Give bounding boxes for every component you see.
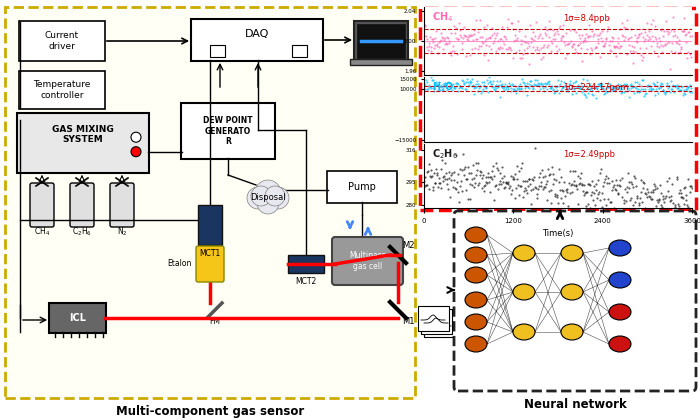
FancyBboxPatch shape <box>424 312 454 336</box>
Ellipse shape <box>609 304 631 320</box>
Text: Neural network: Neural network <box>524 399 626 412</box>
FancyBboxPatch shape <box>198 205 222 245</box>
Text: M1: M1 <box>402 318 414 326</box>
FancyBboxPatch shape <box>357 24 405 58</box>
Text: Disposal: Disposal <box>250 194 286 202</box>
FancyBboxPatch shape <box>288 255 324 273</box>
Text: C$_2$H$_6$: C$_2$H$_6$ <box>432 147 458 160</box>
Ellipse shape <box>609 272 631 288</box>
FancyBboxPatch shape <box>327 171 397 203</box>
Text: MCT2: MCT2 <box>295 276 316 286</box>
X-axis label: Time(s): Time(s) <box>542 229 574 238</box>
FancyBboxPatch shape <box>209 45 225 57</box>
FancyBboxPatch shape <box>454 211 696 391</box>
FancyBboxPatch shape <box>17 113 149 173</box>
Text: C$_2$H$_6$: C$_2$H$_6$ <box>72 226 92 238</box>
FancyBboxPatch shape <box>354 21 408 61</box>
Text: Temperature
controller: Temperature controller <box>34 80 91 100</box>
Ellipse shape <box>465 336 487 352</box>
FancyBboxPatch shape <box>332 237 403 285</box>
Text: GAS MIXING
SYSTEM: GAS MIXING SYSTEM <box>52 125 114 144</box>
FancyBboxPatch shape <box>181 103 275 159</box>
FancyBboxPatch shape <box>196 246 224 282</box>
Ellipse shape <box>561 284 583 300</box>
Text: CH$_4$: CH$_4$ <box>34 226 50 238</box>
Ellipse shape <box>465 227 487 243</box>
FancyBboxPatch shape <box>70 183 94 227</box>
Text: FM: FM <box>209 318 220 326</box>
FancyBboxPatch shape <box>421 309 452 333</box>
Ellipse shape <box>465 314 487 330</box>
Ellipse shape <box>465 292 487 308</box>
Circle shape <box>131 132 141 142</box>
Text: Multipass
gas cell: Multipass gas cell <box>349 251 386 271</box>
Ellipse shape <box>513 245 535 261</box>
Ellipse shape <box>513 284 535 300</box>
Text: DEW POINT
GENERATO
R: DEW POINT GENERATO R <box>203 116 253 146</box>
FancyBboxPatch shape <box>110 183 134 227</box>
Text: CH$_4$: CH$_4$ <box>432 10 454 24</box>
FancyBboxPatch shape <box>30 183 54 227</box>
Circle shape <box>251 186 271 206</box>
Text: DAQ: DAQ <box>245 29 270 39</box>
Circle shape <box>267 187 289 209</box>
Circle shape <box>257 192 279 214</box>
Circle shape <box>265 186 285 206</box>
Ellipse shape <box>561 324 583 340</box>
FancyBboxPatch shape <box>5 7 415 398</box>
Text: Multi-component gas sensor: Multi-component gas sensor <box>116 405 304 418</box>
Ellipse shape <box>465 247 487 263</box>
Text: 1σ=8.4ppb: 1σ=8.4ppb <box>564 13 610 23</box>
FancyBboxPatch shape <box>19 21 105 61</box>
Text: Pump: Pump <box>348 182 376 192</box>
Ellipse shape <box>561 245 583 261</box>
Ellipse shape <box>609 240 631 256</box>
Ellipse shape <box>513 324 535 340</box>
Text: 1σ=2.49ppb: 1σ=2.49ppb <box>564 150 615 159</box>
Text: Current
driver: Current driver <box>45 32 79 51</box>
Text: M2: M2 <box>402 241 414 249</box>
FancyBboxPatch shape <box>49 303 106 333</box>
FancyBboxPatch shape <box>291 45 307 57</box>
FancyBboxPatch shape <box>350 59 412 65</box>
Circle shape <box>131 147 141 157</box>
FancyBboxPatch shape <box>19 71 105 109</box>
Text: ICL: ICL <box>69 313 86 323</box>
Circle shape <box>255 180 281 206</box>
FancyBboxPatch shape <box>420 8 696 210</box>
Text: MCT1: MCT1 <box>199 249 220 257</box>
Text: 1σ=224.17ppm: 1σ=224.17ppm <box>564 83 629 92</box>
Text: H$_2$O: H$_2$O <box>432 80 455 94</box>
FancyBboxPatch shape <box>417 305 449 331</box>
FancyBboxPatch shape <box>191 19 323 61</box>
Text: Etalon: Etalon <box>167 260 192 268</box>
Text: N$_2$: N$_2$ <box>117 226 127 238</box>
Circle shape <box>247 187 269 209</box>
Ellipse shape <box>609 336 631 352</box>
Ellipse shape <box>465 267 487 283</box>
